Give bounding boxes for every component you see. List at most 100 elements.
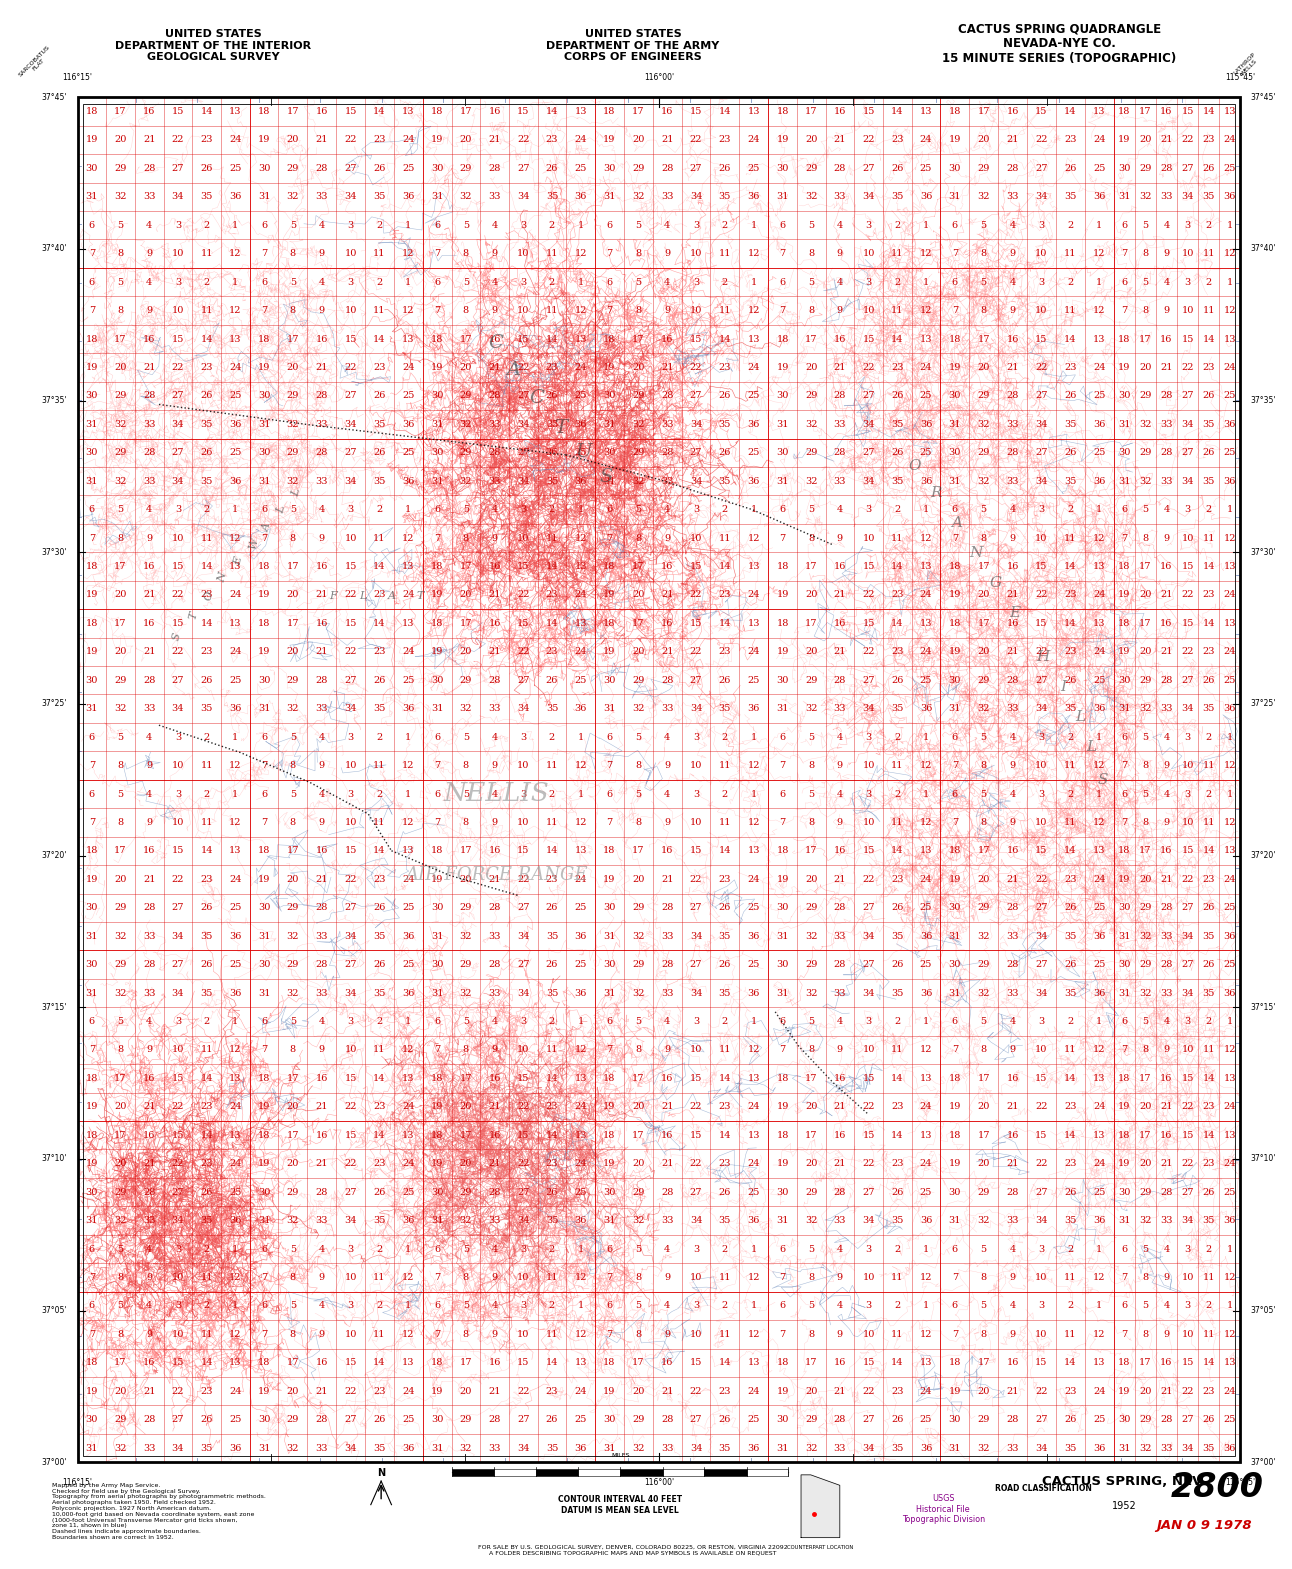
- Text: 23: 23: [718, 135, 731, 144]
- Text: 29: 29: [115, 960, 127, 970]
- Text: 20: 20: [460, 1387, 472, 1396]
- Text: 6: 6: [606, 221, 612, 229]
- Text: 34: 34: [1181, 1443, 1194, 1453]
- Text: 33: 33: [662, 988, 673, 998]
- Text: 14: 14: [891, 1131, 903, 1139]
- Text: 36: 36: [748, 1216, 760, 1225]
- Text: 18: 18: [1118, 562, 1130, 571]
- Text: 2: 2: [203, 1017, 209, 1026]
- Text: 32: 32: [287, 420, 300, 428]
- Text: 11: 11: [1065, 817, 1076, 827]
- Text: 36: 36: [575, 932, 587, 941]
- Text: 2: 2: [894, 1244, 901, 1254]
- Text: 28: 28: [143, 960, 155, 970]
- Text: 37°30': 37°30': [1251, 548, 1276, 557]
- Text: 4: 4: [664, 789, 671, 799]
- Text: 10: 10: [517, 249, 530, 259]
- Text: 19: 19: [1118, 648, 1130, 656]
- Text: 3: 3: [1185, 1017, 1191, 1026]
- Text: 5: 5: [636, 278, 641, 287]
- Text: 20: 20: [287, 648, 300, 656]
- Text: 29: 29: [1140, 904, 1151, 912]
- Text: 11: 11: [891, 761, 903, 770]
- Text: 23: 23: [718, 1387, 731, 1396]
- Text: SARCOBATUS
FLAT: SARCOBATUS FLAT: [18, 44, 54, 82]
- Text: 1: 1: [922, 789, 929, 799]
- Text: 20: 20: [978, 362, 990, 372]
- Text: 17: 17: [460, 562, 472, 571]
- Text: 17: 17: [977, 846, 990, 855]
- Text: 28: 28: [833, 449, 846, 457]
- Text: 22: 22: [517, 135, 530, 144]
- Text: 19: 19: [85, 1159, 98, 1169]
- Text: 11: 11: [1065, 1272, 1076, 1282]
- Text: 19: 19: [776, 1159, 788, 1169]
- Text: 27: 27: [517, 960, 530, 970]
- Text: 21: 21: [1006, 1387, 1019, 1396]
- Text: 6: 6: [952, 278, 957, 287]
- Text: 26: 26: [1065, 391, 1076, 400]
- Text: 7: 7: [434, 817, 441, 827]
- Text: 9: 9: [146, 306, 152, 315]
- Text: 2: 2: [376, 1244, 382, 1254]
- Text: A: A: [388, 590, 395, 601]
- Text: 10: 10: [517, 1272, 530, 1282]
- Text: 35: 35: [545, 1443, 558, 1453]
- Text: 34: 34: [690, 193, 703, 201]
- Text: 34: 34: [517, 1216, 530, 1225]
- Text: 116°00': 116°00': [643, 72, 674, 82]
- Text: 24: 24: [229, 648, 242, 656]
- Text: 2: 2: [894, 505, 901, 515]
- Text: 31: 31: [432, 932, 443, 941]
- Text: 12: 12: [402, 761, 415, 770]
- Text: 15: 15: [1035, 1131, 1048, 1139]
- Text: 20: 20: [632, 876, 645, 883]
- Text: 21: 21: [1160, 1387, 1173, 1396]
- Text: 1: 1: [1096, 1301, 1102, 1310]
- Text: 21: 21: [662, 1103, 673, 1111]
- Text: 5: 5: [981, 789, 987, 799]
- Text: 7: 7: [1121, 1331, 1127, 1338]
- Text: 22: 22: [1181, 362, 1194, 372]
- Text: 30: 30: [776, 904, 788, 912]
- Text: 32: 32: [805, 1443, 818, 1453]
- Text: 26: 26: [200, 1188, 213, 1197]
- Text: 3: 3: [521, 505, 526, 515]
- Text: 9: 9: [664, 1272, 671, 1282]
- Text: 15: 15: [345, 1073, 357, 1083]
- Text: 26: 26: [545, 391, 558, 400]
- Text: 23: 23: [1065, 1103, 1076, 1111]
- Text: 7: 7: [434, 306, 441, 315]
- Text: 13: 13: [229, 1359, 242, 1367]
- Text: 20: 20: [632, 1387, 645, 1396]
- Text: 16: 16: [143, 1073, 155, 1083]
- Text: 36: 36: [575, 193, 587, 201]
- Text: 11: 11: [200, 817, 213, 827]
- Text: 4: 4: [146, 1301, 152, 1310]
- Text: 9: 9: [837, 1272, 842, 1282]
- Text: 28: 28: [488, 1188, 501, 1197]
- Text: 23: 23: [718, 1103, 731, 1111]
- Text: 34: 34: [172, 988, 185, 998]
- Text: 35: 35: [373, 420, 386, 428]
- Text: 11: 11: [1203, 817, 1214, 827]
- Text: 31: 31: [603, 1443, 616, 1453]
- Bar: [704, 1469, 747, 1476]
- Text: 9: 9: [491, 1272, 497, 1282]
- Text: H: H: [1036, 650, 1049, 664]
- Text: 8: 8: [981, 1272, 987, 1282]
- Text: 12: 12: [1093, 817, 1106, 827]
- Text: 15: 15: [345, 1131, 357, 1139]
- Text: 31: 31: [1118, 193, 1130, 201]
- Text: 5: 5: [981, 733, 987, 742]
- Text: 5: 5: [118, 221, 124, 229]
- Text: 31: 31: [948, 988, 961, 998]
- Text: 27: 27: [517, 1415, 530, 1425]
- Text: 30: 30: [776, 676, 788, 684]
- Text: 13: 13: [1093, 334, 1106, 344]
- Text: 15: 15: [690, 1131, 703, 1139]
- Text: 9: 9: [1163, 1045, 1169, 1054]
- Text: 13: 13: [575, 1073, 587, 1083]
- Text: 23: 23: [891, 1103, 903, 1111]
- Text: 22: 22: [862, 1103, 875, 1111]
